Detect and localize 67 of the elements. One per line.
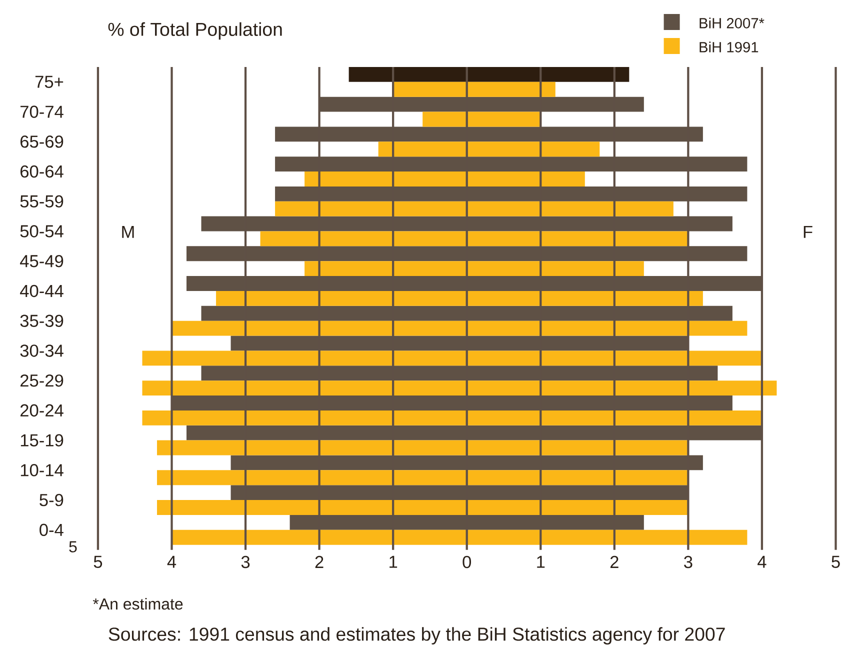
bar (378, 142, 600, 157)
x-tick-label: 0 (462, 556, 472, 568)
y-tick-label: 0-4 (40, 524, 64, 536)
bar (156, 440, 688, 456)
x-tick-label: 3 (241, 556, 250, 568)
y-tick-label: 55-59 (20, 195, 64, 208)
bar (422, 112, 541, 127)
text: 5 (69, 541, 77, 552)
text: *An estimate (92, 598, 183, 610)
bar (275, 186, 748, 202)
bar (142, 350, 762, 366)
x-tick-label: 4 (167, 556, 176, 568)
bar (319, 96, 644, 112)
y-tick-label: 5-9 (40, 494, 64, 506)
bar (172, 530, 748, 545)
bar (275, 201, 674, 216)
x-tick-label: 2 (315, 556, 324, 568)
bar (172, 320, 748, 336)
bar (348, 67, 630, 82)
y-tick-label: 10-14 (20, 464, 64, 476)
bar (156, 470, 688, 486)
y-tick-label: 35-39 (20, 314, 64, 328)
bar (290, 515, 644, 530)
bar (201, 216, 732, 232)
bar (275, 156, 748, 172)
x-tick-label: 5 (832, 556, 840, 568)
y-tick-label: 50-54 (20, 225, 64, 238)
bar (172, 396, 732, 410)
bar (230, 336, 688, 351)
x-tick-label: 2 (610, 556, 618, 568)
legend-label: BiH 1991 (700, 42, 758, 52)
y-tick-label: 20-24 (20, 404, 64, 417)
bar (230, 485, 688, 500)
bar (393, 82, 556, 97)
bar (304, 172, 585, 186)
bar (304, 261, 644, 276)
y-tick-label: 30-34 (20, 344, 64, 357)
bar (275, 126, 703, 142)
y-tick-label: 70-74 (20, 106, 64, 118)
chart-title: % of Total Population (108, 22, 282, 40)
bar (201, 366, 718, 381)
bar (186, 246, 748, 262)
bar (186, 276, 762, 292)
annotation: M (122, 226, 134, 238)
y-tick-label: 40-44 (20, 284, 64, 298)
x-tick-label: 5 (94, 556, 102, 568)
y-tick-label: 45-49 (20, 255, 64, 268)
y-tick-label: 60-64 (20, 165, 64, 178)
source-note: Sources: 1991 census and estimates by the BiH Statistics agency for 2007 (108, 627, 725, 645)
bar (156, 500, 688, 516)
x-tick-label: 1 (390, 556, 398, 568)
x-tick-label: 4 (758, 556, 766, 568)
legend-label: BiH 2007* (700, 18, 764, 28)
bar (216, 291, 703, 306)
annotation: F (804, 226, 812, 238)
bar (260, 231, 688, 246)
y-tick-label: 65-69 (20, 136, 64, 148)
y-tick-label: 75+ (35, 76, 64, 88)
x-tick-label: 3 (684, 556, 692, 568)
bar (201, 306, 732, 321)
y-tick-label: 15-19 (20, 434, 64, 446)
y-tick-label: 25-29 (20, 374, 64, 387)
bar (142, 380, 777, 396)
x-tick-label: 1 (537, 556, 545, 568)
bar (186, 425, 762, 440)
bar (230, 455, 703, 470)
bar (142, 410, 762, 426)
